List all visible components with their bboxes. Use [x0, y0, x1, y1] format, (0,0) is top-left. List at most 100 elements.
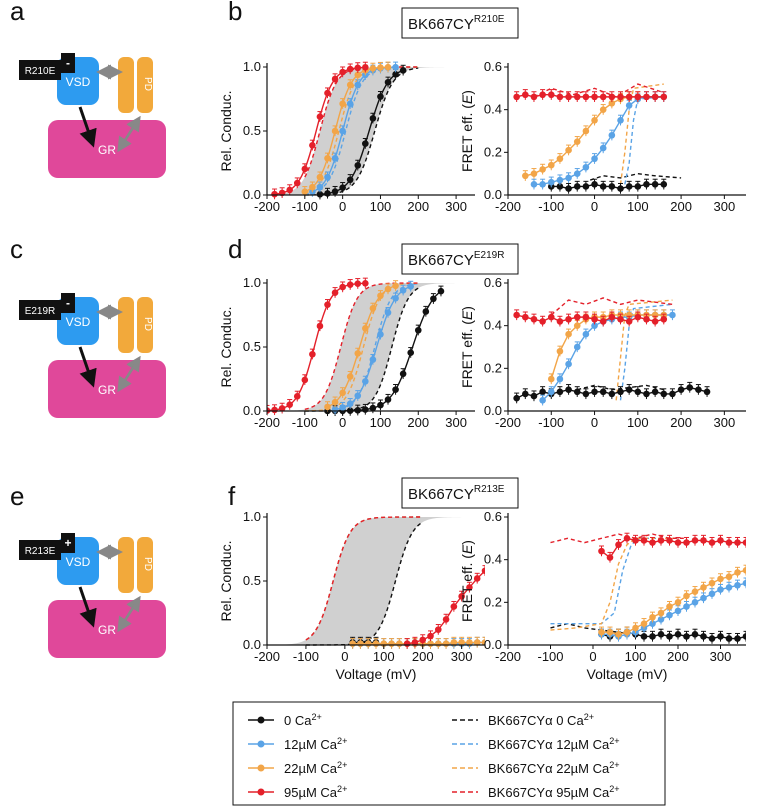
data-point-black	[392, 386, 399, 393]
x-tick-label: 0	[589, 649, 596, 664]
data-point-black	[608, 390, 616, 398]
x-tick-label: -100	[537, 649, 563, 664]
data-point-orange	[717, 575, 724, 583]
legend-marker	[257, 788, 265, 796]
mutation-box	[19, 300, 61, 320]
pd-right-subunit	[137, 297, 153, 353]
x-tick-label: -100	[293, 649, 319, 664]
data-point-black	[677, 386, 685, 393]
data-point-black	[316, 190, 324, 198]
data-point-orange	[372, 640, 380, 648]
legend-marker	[257, 716, 265, 724]
data-point-orange	[427, 640, 434, 648]
data-point-blue	[674, 607, 682, 615]
data-point-red	[530, 315, 538, 323]
data-point-blue	[377, 331, 384, 338]
panel-letter-f: f	[228, 481, 236, 511]
data-point-orange	[522, 172, 529, 180]
reference-curve-orange	[304, 66, 419, 194]
data-point-orange	[466, 639, 473, 646]
data-point-black	[522, 390, 529, 398]
data-point-red	[742, 539, 746, 546]
data-point-black	[377, 401, 384, 409]
data-point-blue	[573, 343, 581, 351]
legend-box	[232, 701, 666, 806]
data-point-orange	[316, 173, 324, 181]
x-tick-label: 300	[445, 415, 467, 430]
x-tick-label: 0	[591, 415, 598, 430]
plot-area	[267, 516, 485, 649]
x-tick-label: 300	[714, 415, 736, 430]
chart-title-box	[401, 477, 519, 509]
data-point-black	[625, 386, 633, 393]
data-point-black	[640, 633, 648, 640]
data-point-blue	[669, 311, 676, 319]
data-point-black	[556, 183, 564, 190]
y-tick-label: 0.2	[484, 144, 502, 159]
data-point-red	[331, 289, 339, 297]
data-point-black	[591, 181, 598, 188]
data-point-black	[582, 390, 590, 398]
data-point-orange	[309, 183, 316, 191]
data-point-black	[399, 67, 407, 74]
pd-right-subunit	[137, 57, 153, 113]
pd-left-subunit	[118, 297, 134, 353]
data-point-orange	[331, 127, 339, 135]
schematic-e: GR VSD PD R213E +	[19, 533, 166, 658]
data-point-black	[686, 384, 694, 391]
reference-curve-red	[304, 66, 419, 178]
legend-marker	[257, 740, 265, 748]
data-point-blue	[316, 183, 324, 191]
fit-line-blue	[601, 582, 746, 638]
data-point-orange	[388, 640, 395, 648]
data-point-black	[346, 176, 354, 184]
y-tick-label: 0.0	[243, 403, 261, 418]
x-tick-label: -100	[292, 199, 318, 214]
data-point-blue	[582, 163, 590, 171]
data-point-red	[599, 93, 607, 101]
data-point-red	[324, 301, 331, 308]
data-point-red	[608, 313, 616, 321]
data-point-blue	[346, 100, 354, 108]
y-tick-label: 1.0	[243, 275, 261, 290]
x-tick-label: -200	[495, 199, 521, 214]
data-point-orange	[354, 350, 362, 357]
y-tick-label: 0.5	[243, 573, 261, 588]
data-point-red	[411, 639, 419, 646]
data-point-black	[362, 406, 369, 413]
data-point-orange	[591, 117, 598, 124]
data-point-blue	[331, 154, 339, 162]
y-tick-label: 0.5	[243, 339, 261, 354]
data-point-red	[403, 640, 411, 648]
data-point-red	[309, 142, 316, 149]
data-point-orange	[674, 599, 682, 606]
data-point-red	[608, 93, 616, 101]
data-point-red	[309, 350, 316, 358]
reference-curve-red	[305, 516, 423, 641]
x-axis-label: Voltage (mV)	[587, 666, 668, 682]
data-point-red	[442, 616, 450, 623]
data-point-red	[450, 603, 458, 610]
panel-letter-b: b	[228, 0, 242, 26]
x-tick-label: 300	[714, 199, 736, 214]
data-point-black	[742, 633, 746, 640]
data-point-orange	[608, 99, 616, 107]
data-point-black	[384, 78, 392, 86]
data-point-red	[598, 547, 605, 555]
x-tick-label: 0	[341, 649, 348, 664]
data-point-red	[286, 401, 293, 408]
x-tick-label: 200	[670, 199, 692, 214]
data-point-blue	[369, 356, 377, 363]
reference-curve-orange	[304, 282, 419, 412]
y-axis-label: FRET eff. (E)	[459, 540, 475, 622]
charge-box	[61, 533, 75, 553]
data-point-red	[362, 279, 369, 287]
data-point-blue	[354, 81, 362, 89]
data-point-black	[384, 396, 392, 403]
data-point-black	[392, 71, 399, 78]
data-point-orange	[547, 375, 555, 383]
data-point-black	[643, 181, 650, 188]
data-point-orange	[346, 373, 354, 380]
data-point-orange	[539, 166, 546, 173]
data-point-red	[734, 539, 741, 546]
